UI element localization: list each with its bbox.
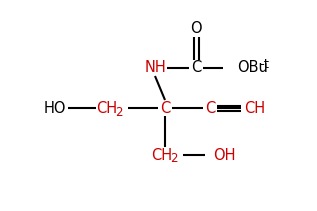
Text: C: C	[191, 61, 201, 76]
Text: CH: CH	[96, 100, 118, 115]
Text: 2: 2	[170, 153, 178, 165]
Text: 2: 2	[115, 106, 123, 119]
Text: OBu: OBu	[237, 61, 268, 76]
Text: OH: OH	[213, 147, 235, 162]
Text: CH: CH	[244, 100, 266, 115]
Text: O: O	[190, 20, 202, 35]
Text: NH: NH	[144, 61, 166, 76]
Text: C: C	[160, 100, 170, 115]
Text: -t: -t	[259, 58, 269, 72]
Text: HO: HO	[44, 100, 66, 115]
Text: CH: CH	[152, 147, 172, 162]
Text: C: C	[205, 100, 215, 115]
